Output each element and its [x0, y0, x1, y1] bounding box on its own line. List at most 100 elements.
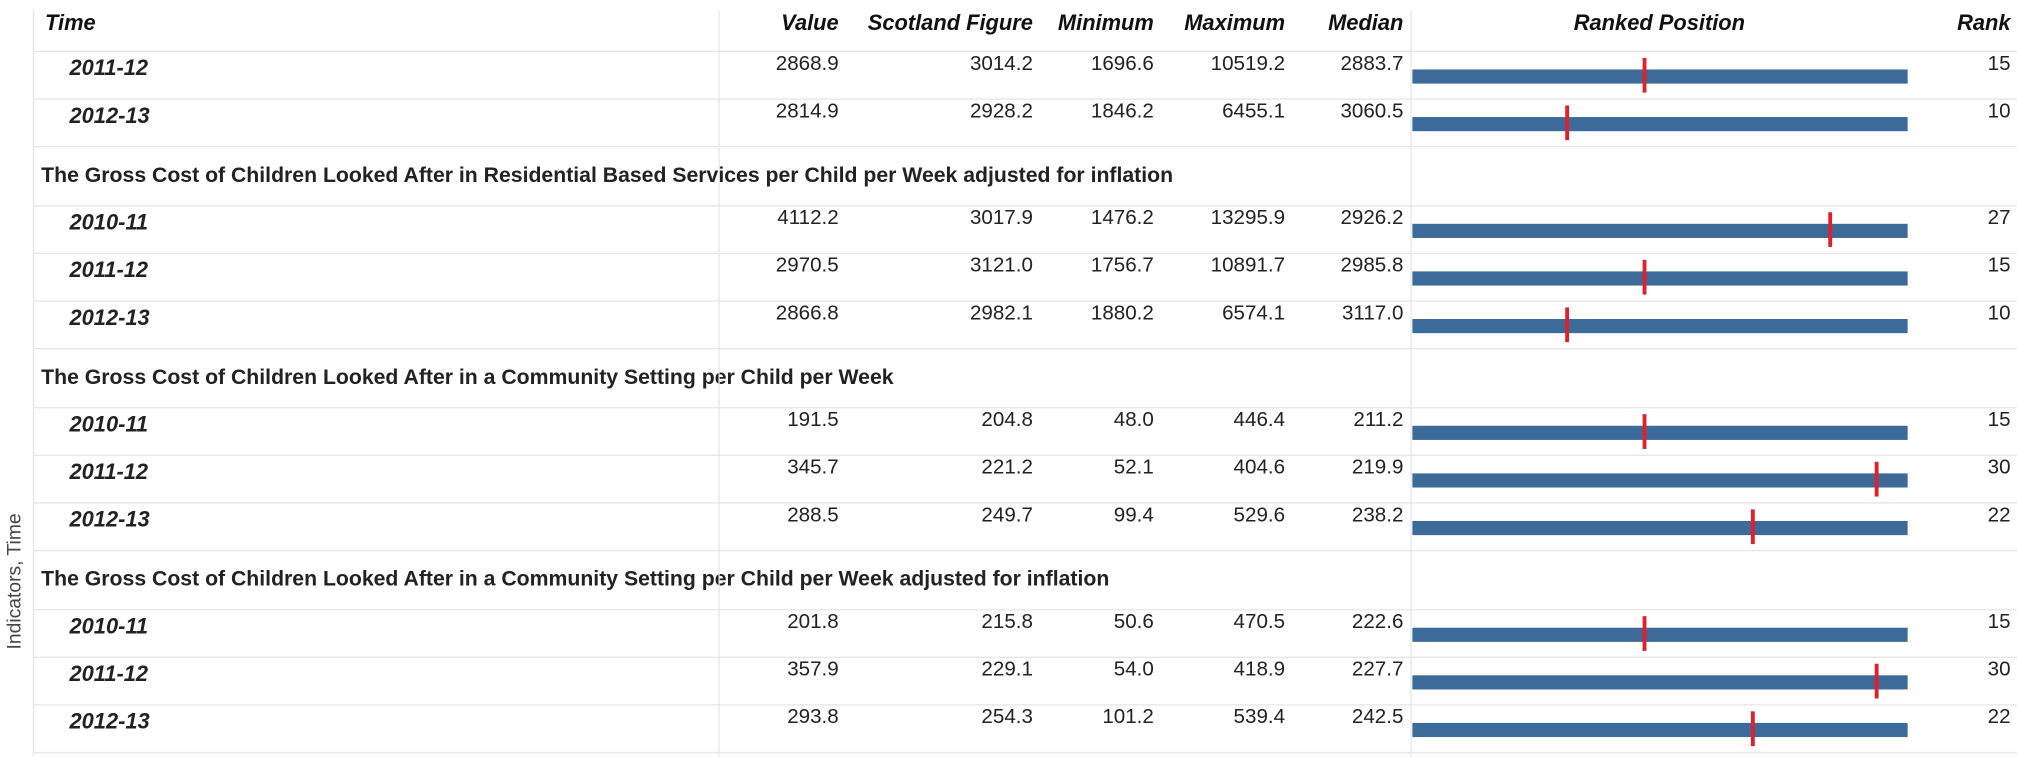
rank-value: 15: [1988, 408, 2011, 431]
cell-value: 48.0: [1114, 408, 1154, 431]
cell-value: 242.5: [1352, 705, 1403, 728]
rank-value: 10: [1988, 99, 2011, 122]
cell-value: 219.9: [1352, 456, 1403, 479]
rank-track: [1412, 223, 1908, 238]
time-label: 2010-11: [68, 614, 148, 639]
rank-marker: [1750, 711, 1755, 747]
cell-value: 2814.9: [776, 99, 839, 122]
cell-value: 3014.2: [970, 52, 1033, 75]
column-header: Maximum: [1184, 10, 1285, 35]
cell-value: 229.1: [981, 658, 1033, 681]
rank-track: [1412, 69, 1908, 84]
cell-value: 3017.9: [970, 206, 1033, 229]
rank-marker: [1565, 105, 1570, 141]
rank-track: [1412, 520, 1908, 536]
cell-value: 6455.1: [1222, 99, 1285, 122]
rank-marker: [1874, 663, 1879, 699]
rank-value: 15: [1988, 610, 2011, 633]
rank-track: [1412, 425, 1908, 440]
cell-value: 529.6: [1234, 503, 1286, 526]
column-header: Median: [1328, 10, 1403, 35]
cell-value: 4112.2: [777, 206, 838, 229]
axis-label: Indicators, Time: [5, 513, 26, 649]
section-title: The Gross Cost of Children Looked After …: [41, 164, 1173, 187]
column-header: Value: [781, 10, 839, 35]
column-header: Time: [45, 10, 96, 35]
cell-value: 2985.8: [1340, 254, 1403, 277]
cell-value: 3060.5: [1340, 99, 1403, 122]
rank-track: [1412, 473, 1908, 488]
column-header: Minimum: [1058, 10, 1154, 35]
cell-value: 249.7: [981, 503, 1033, 526]
rank-track: [1412, 675, 1908, 690]
rank-marker: [1750, 509, 1755, 545]
cell-value: 357.9: [787, 658, 839, 681]
time-label: 2012-13: [68, 305, 149, 330]
cell-value: 10891.7: [1211, 254, 1285, 277]
cell-value: 211.2: [1353, 408, 1403, 431]
rank-value: 27: [1988, 206, 2011, 229]
cell-value: 13295.9: [1211, 206, 1285, 229]
cell-value: 1880.2: [1091, 301, 1154, 324]
rank-track: [1412, 722, 1908, 738]
cell-value: 222.6: [1352, 610, 1403, 633]
time-label: 2011-12: [68, 55, 148, 80]
rank-value: 15: [1988, 52, 2011, 75]
rank-marker: [1642, 616, 1647, 651]
rank-value: 22: [1988, 705, 2011, 728]
cell-value: 288.5: [787, 503, 839, 526]
cell-value: 99.4: [1114, 503, 1154, 526]
cell-value: 2868.9: [776, 52, 839, 75]
cell-value: 1476.2: [1091, 206, 1154, 229]
cell-value: 238.2: [1352, 503, 1403, 526]
cell-value: 539.4: [1234, 705, 1286, 728]
column-header: Rank: [1957, 10, 2012, 35]
rank-track: [1412, 271, 1908, 286]
time-label: 2012-13: [68, 507, 149, 532]
cell-value: 54.0: [1114, 658, 1154, 681]
rank-marker: [1642, 259, 1647, 295]
time-label: 2012-13: [68, 103, 149, 128]
rank-value: 15: [1988, 254, 2011, 277]
column-header: Scotland Figure: [868, 10, 1033, 35]
rank-track: [1412, 117, 1908, 132]
time-label: 2011-12: [68, 459, 148, 484]
cell-value: 101.2: [1102, 705, 1154, 728]
rank-marker: [1642, 414, 1647, 449]
time-label: 2010-11: [68, 412, 148, 437]
cell-value: 2883.7: [1340, 52, 1403, 75]
section-title: The Gross Cost of Children Looked After …: [41, 568, 1109, 591]
cell-value: 221.2: [981, 456, 1033, 479]
cell-value: 1846.2: [1091, 99, 1154, 122]
cell-value: 227.7: [1352, 658, 1403, 681]
cell-value: 201.8: [787, 610, 839, 633]
rank-track: [1412, 319, 1908, 334]
cell-value: 404.6: [1234, 456, 1286, 479]
cell-value: 446.4: [1234, 408, 1286, 431]
cell-value: 2982.1: [970, 301, 1033, 324]
cell-value: 191.5: [787, 408, 839, 431]
rank-value: 22: [1988, 503, 2011, 526]
cell-value: 1756.7: [1091, 254, 1154, 277]
cell-value: 10519.2: [1211, 52, 1285, 75]
rank-marker: [1828, 212, 1833, 247]
cell-value: 2866.8: [776, 301, 839, 324]
rank-marker: [1642, 57, 1647, 93]
cell-value: 470.5: [1234, 610, 1286, 633]
cell-value: 293.8: [787, 705, 839, 728]
cell-value: 3117.0: [1342, 301, 1403, 324]
rank-marker: [1565, 307, 1570, 343]
cell-value: 2970.5: [776, 254, 839, 277]
time-label: 2011-12: [68, 661, 148, 686]
cell-value: 345.7: [787, 456, 839, 479]
cell-value: 52.1: [1114, 456, 1154, 479]
cell-value: 215.8: [981, 610, 1033, 633]
rank-value: 30: [1988, 658, 2011, 681]
column-header: Ranked Position: [1574, 10, 1745, 35]
cell-value: 6574.1: [1222, 301, 1285, 324]
time-label: 2011-12: [68, 257, 148, 282]
cell-value: 254.3: [981, 705, 1033, 728]
cell-value: 2928.2: [970, 99, 1033, 122]
cell-value: 50.6: [1114, 610, 1154, 633]
